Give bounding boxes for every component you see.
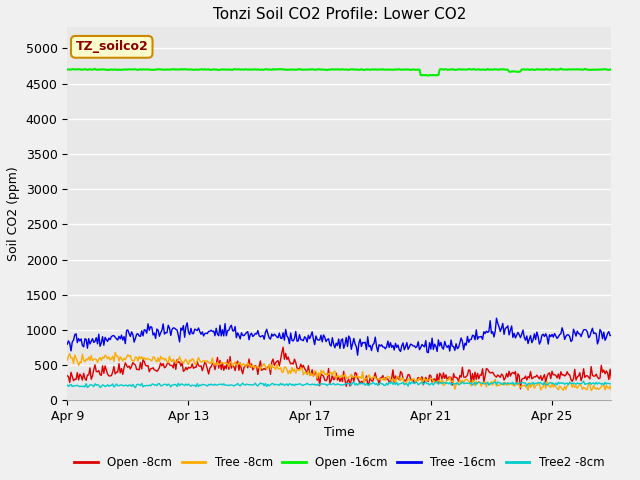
Text: TZ_soilco2: TZ_soilco2 bbox=[76, 40, 148, 53]
Title: Tonzi Soil CO2 Profile: Lower CO2: Tonzi Soil CO2 Profile: Lower CO2 bbox=[212, 7, 466, 22]
X-axis label: Time: Time bbox=[324, 426, 355, 439]
Legend: Open -8cm, Tree -8cm, Open -16cm, Tree -16cm, Tree2 -8cm: Open -8cm, Tree -8cm, Open -16cm, Tree -… bbox=[70, 451, 609, 473]
Y-axis label: Soil CO2 (ppm): Soil CO2 (ppm) bbox=[7, 167, 20, 261]
